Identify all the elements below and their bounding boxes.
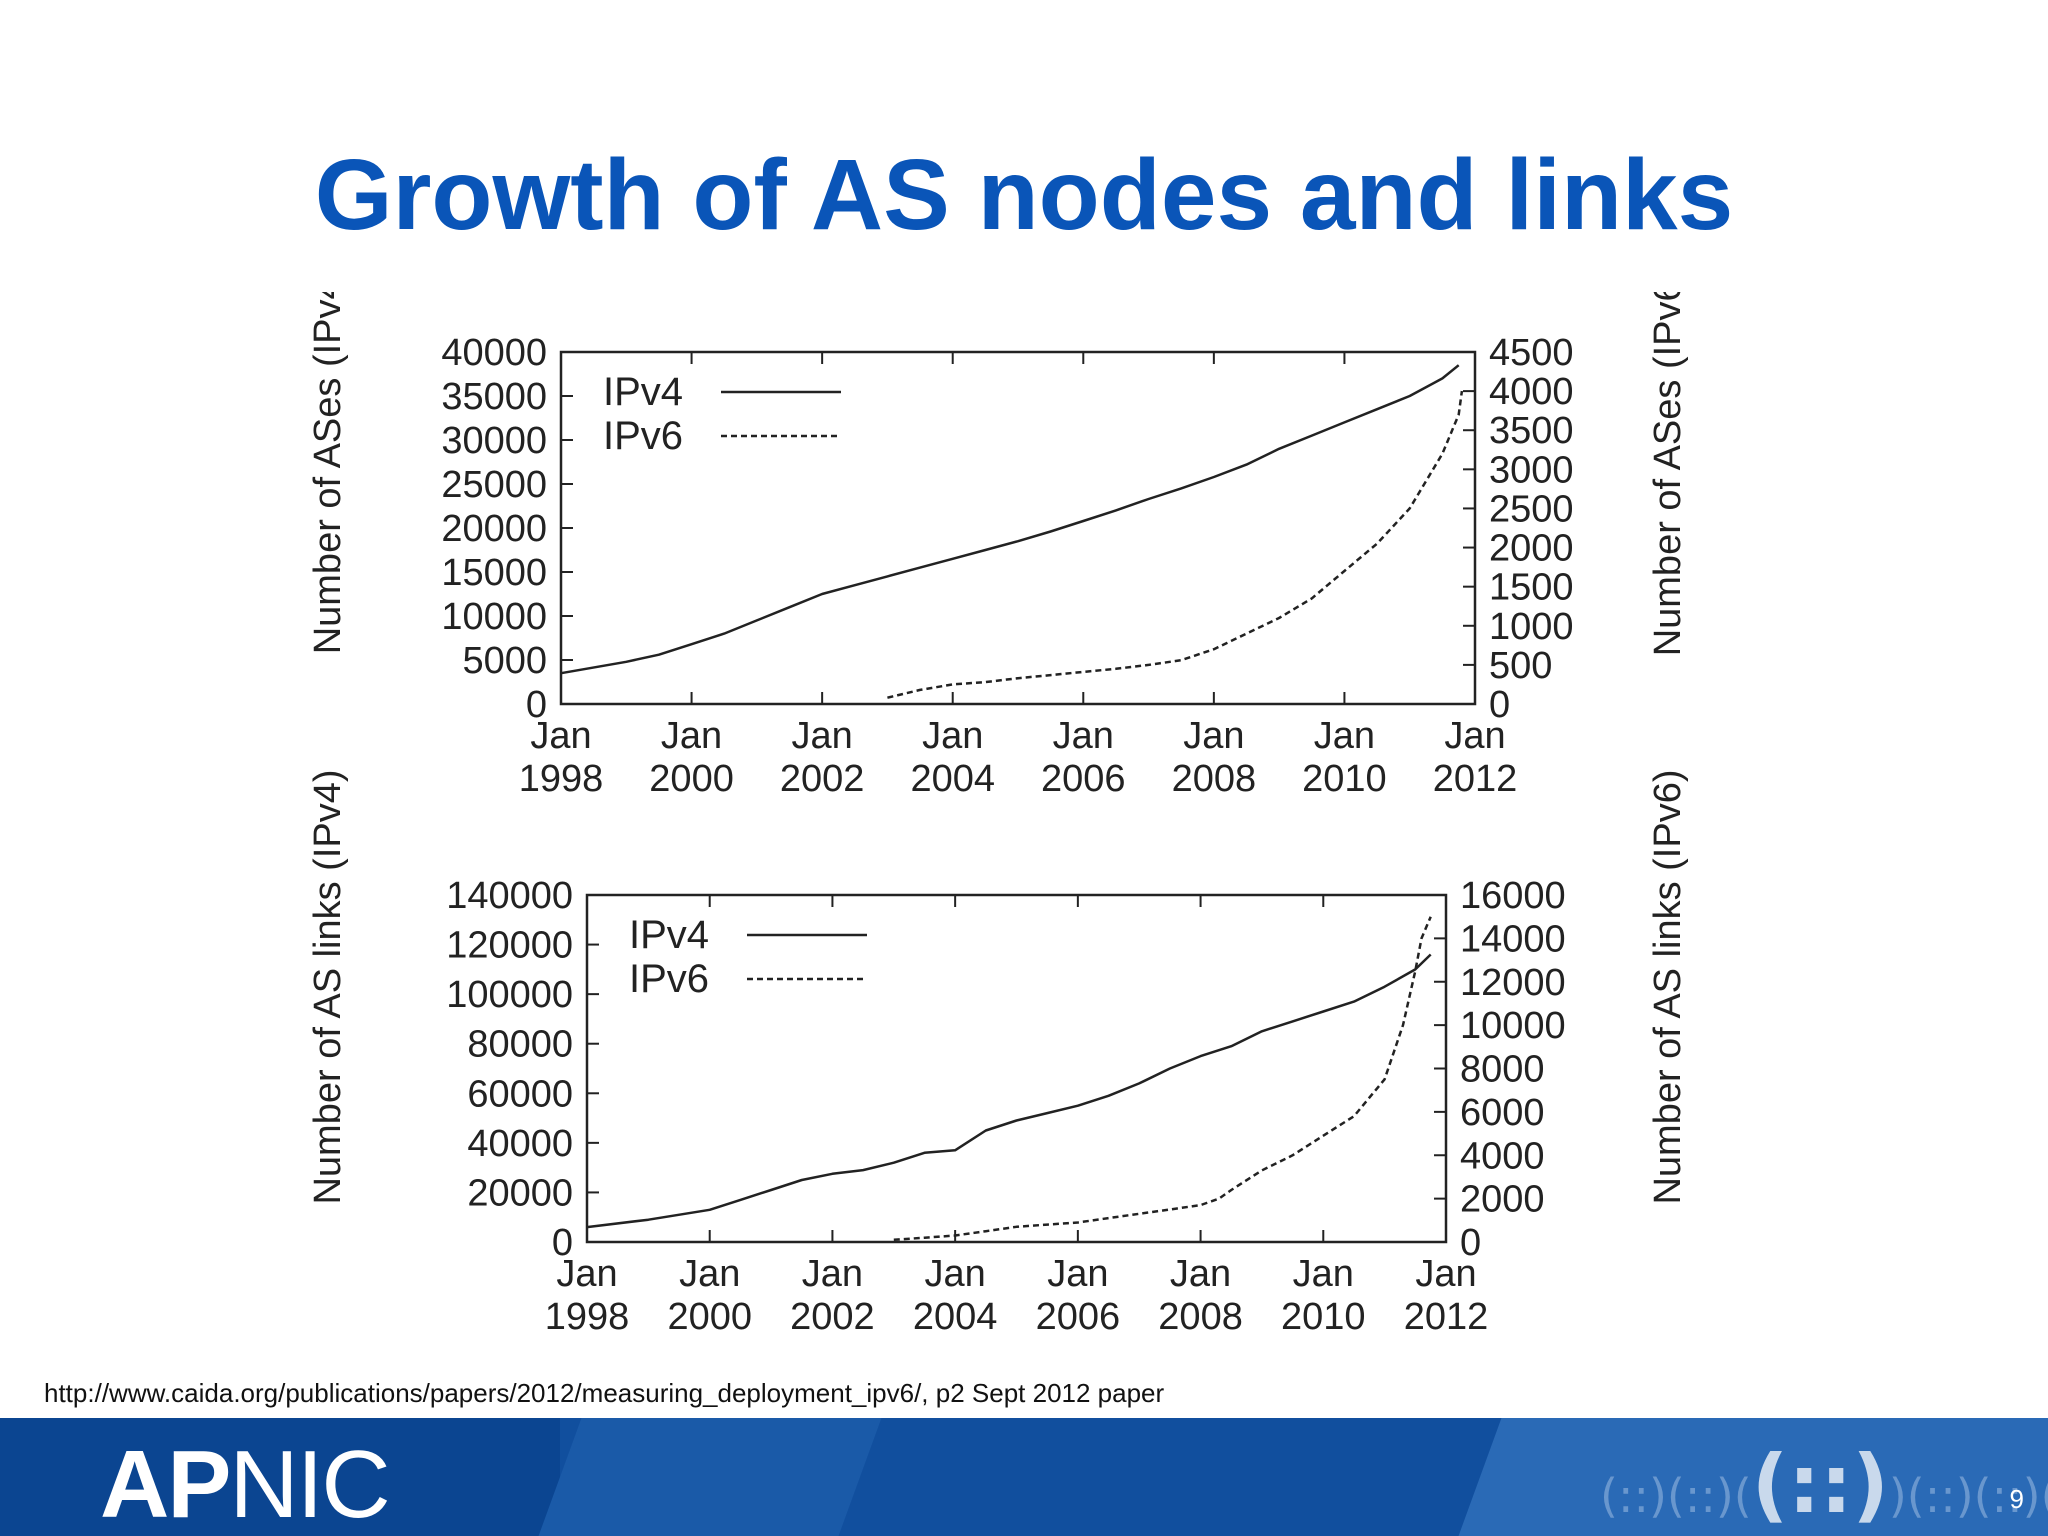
chart1-y-tick-label: 10000	[441, 596, 547, 638]
chart2-y-tick-label: 20000	[467, 1172, 573, 1214]
chart2-y2-tick-label: 16000	[1460, 875, 1566, 917]
chart1-x-tick-label-year: 2002	[780, 758, 865, 800]
chart2-x-tick-label-year: 2010	[1281, 1296, 1366, 1338]
chart1-y2-tick-label: 500	[1489, 645, 1552, 687]
footer-pattern-center: (::)	[1751, 1438, 1889, 1531]
chart2-y2-tick-label: 4000	[1460, 1135, 1545, 1177]
chart1-y-tick-label: 15000	[441, 552, 547, 594]
chart1-x-tick-label-year: 2000	[649, 758, 734, 800]
chart1-x-tick-label-year: 2012	[1433, 758, 1518, 800]
footer-pattern-left: (::)(::)(	[1600, 1469, 1752, 1523]
chart1-y2-tick-label: 0	[1489, 684, 1510, 726]
chart1-y2-tick-label: 1500	[1489, 567, 1574, 609]
chart1-x-tick-label-year: 2008	[1172, 758, 1257, 800]
charts-svg: Jan1998Jan2000Jan2002Jan2004Jan2006Jan20…	[307, 292, 1689, 1338]
chart1-x-tick-label-month: Jan	[1183, 715, 1244, 757]
chart2-x-tick-label-month: Jan	[925, 1253, 986, 1295]
chart1-series-ipv4-line	[560, 364, 1460, 675]
chart2-x-tick-label-year: 2000	[667, 1296, 752, 1338]
chart2-x-tick-label-year: 2004	[913, 1296, 998, 1338]
figure-panel: Jan 1998 Jan 2000 Jan 2002 Jan 2004 Jan 2006 Jan 20…	[300, 292, 1712, 1352]
chart1-y-tick-label: 5000	[462, 640, 547, 682]
chart1-plot-frame	[559, 350, 1477, 706]
chart1-y-tick-label: 20000	[441, 508, 547, 550]
chart2-y-tick-label: 40000	[467, 1123, 573, 1165]
footer-band-mid	[538, 1418, 882, 1536]
source-note[interactable]: http://www.caida.org/publications/papers…	[44, 1378, 1165, 1408]
chart1-x-tick-label-month: Jan	[792, 715, 853, 757]
chart1-legend-label-ipv4: IPv4	[603, 370, 683, 414]
chart2-y2-tick-label: 10000	[1460, 1005, 1566, 1047]
chart1-y2-tick-label: 3500	[1489, 410, 1574, 452]
chart1-x-tick-label-month: Jan	[530, 715, 591, 757]
chart2-y2-tick-label: 12000	[1460, 962, 1566, 1004]
chart1-x-tick-label-month: Jan	[661, 715, 722, 757]
chart2-x-tick-label-year: 1998	[545, 1296, 630, 1338]
chart2-x-tick-label-month: Jan	[1293, 1253, 1354, 1295]
chart1-y-tick-label: 0	[526, 684, 547, 726]
chart2-x-tick-label-month: Jan	[802, 1253, 863, 1295]
chart2-y2-tick-label: 0	[1460, 1222, 1481, 1264]
chart1-y2-axis-title: Number of ASes (IPv6)	[1647, 292, 1689, 656]
chart1-x-tick-label-year: 1998	[519, 758, 604, 800]
chart2-y-tick-label: 60000	[467, 1073, 573, 1115]
chart2-series-ipv4-line	[586, 953, 1432, 1229]
chart2-x-tick-label-year: 2012	[1404, 1296, 1489, 1338]
chart2-y2-tick-label: 2000	[1460, 1179, 1545, 1221]
chart1-y-tick-label: 30000	[441, 420, 547, 462]
chart1-x-tick-label-year: 2010	[1302, 758, 1387, 800]
chart2-series-ipv6-line	[893, 916, 1432, 1242]
chart1-y2-tick-label: 4500	[1489, 332, 1574, 374]
chart2-y2-tick-label: 14000	[1460, 918, 1566, 960]
chart2-x-tick-label-year: 2002	[790, 1296, 875, 1338]
chart2-plot-frame	[585, 893, 1448, 1244]
chart1-y2-tick-label: 2000	[1489, 528, 1574, 570]
chart2-y2-tick-label: 8000	[1460, 1049, 1545, 1091]
chart1-y2-tick-label: 4000	[1489, 371, 1574, 413]
chart1-y2-tick-label: 1000	[1489, 606, 1574, 648]
chart1-y-axis-title: Number of ASes (IPv4)	[307, 292, 349, 654]
logo-thin-part: NIC	[229, 1431, 390, 1536]
chart2-y2-axis-title: Number of AS links (IPv6)	[1647, 769, 1689, 1204]
chart2-legend-label-ipv6: IPv6	[629, 957, 709, 1001]
apnic-logo: APNIC	[100, 1430, 391, 1536]
chart1-x-tick-label-month: Jan	[1053, 715, 1114, 757]
footer-pattern-right: )(::)(::)(::)	[1888, 1469, 2048, 1523]
chart2-x-tick-label-month: Jan	[679, 1253, 740, 1295]
page-number: 9	[2009, 1484, 2024, 1514]
logo-bold-part: AP	[100, 1431, 231, 1536]
chart1-x-tick-label-month: Jan	[922, 715, 983, 757]
chart2-y-tick-label: 120000	[446, 925, 573, 967]
chart2-y-tick-label: 80000	[467, 1024, 573, 1066]
chart1-y-tick-label: 25000	[441, 464, 547, 506]
chart1-x-tick-label-month: Jan	[1444, 715, 1505, 757]
chart2-y-tick-label: 140000	[446, 875, 573, 917]
chart1-y-tick-label: 35000	[441, 376, 547, 418]
chart2-x-tick-label-month: Jan	[1415, 1253, 1476, 1295]
chart1-x-tick-label-year: 2004	[910, 758, 995, 800]
chart1-y2-tick-label: 3000	[1489, 449, 1574, 491]
footer-band-dark	[0, 1418, 560, 1536]
chart1-x-tick-label-year: 2006	[1041, 758, 1126, 800]
footer-bar: APNIC (::)(::)((::))(::)(::)(::) 9	[0, 1418, 2048, 1536]
chart1-x-tick-label-month: Jan	[1314, 715, 1375, 757]
footer-pattern-icon: (::)(::)((::))(::)(::)(::)	[1600, 1438, 2048, 1531]
chart2-x-tick-label-month: Jan	[556, 1253, 617, 1295]
chart2-x-tick-label-month: Jan	[1170, 1253, 1231, 1295]
chart2-x-tick-label-month: Jan	[1047, 1253, 1108, 1295]
chart1-legend-label-ipv6: IPv6	[603, 414, 683, 458]
chart2-y-tick-label: 100000	[446, 974, 573, 1016]
chart1-series-ipv6-line	[887, 390, 1464, 699]
chart2-y-tick-label: 0	[552, 1222, 573, 1264]
slide-title: Growth of AS nodes and links	[314, 139, 1734, 251]
chart1-y-tick-label: 40000	[441, 332, 547, 374]
chart2-x-tick-label-year: 2006	[1036, 1296, 1121, 1338]
chart2-x-tick-label-year: 2008	[1158, 1296, 1243, 1338]
chart1-y2-tick-label: 2500	[1489, 488, 1574, 530]
chart2-y-axis-title: Number of AS links (IPv4)	[307, 769, 349, 1204]
chart2-legend-label-ipv4: IPv4	[629, 913, 709, 957]
chart2-y2-tick-label: 6000	[1460, 1092, 1545, 1134]
